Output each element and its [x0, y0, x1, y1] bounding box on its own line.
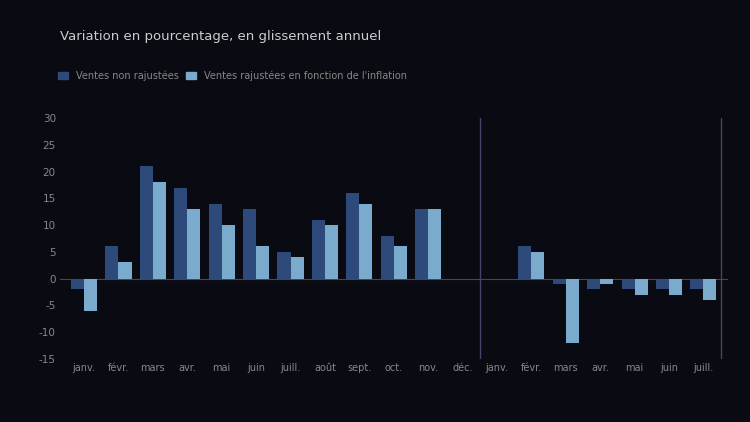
Bar — [704, 279, 716, 300]
Bar — [71, 279, 84, 289]
Bar — [325, 225, 338, 279]
Bar — [243, 209, 256, 279]
Bar — [553, 279, 566, 284]
Bar — [140, 166, 153, 279]
Bar — [256, 246, 269, 279]
Bar — [566, 279, 579, 343]
Bar — [428, 209, 441, 279]
Bar — [106, 246, 118, 279]
Bar — [415, 209, 428, 279]
Bar — [381, 236, 394, 279]
Bar — [153, 182, 166, 279]
Bar — [532, 252, 544, 279]
Legend: Ventes non rajustées, Ventes rajustées en fonction de l'inflation: Ventes non rajustées, Ventes rajustées e… — [58, 70, 406, 81]
Bar — [690, 279, 703, 289]
Text: Variation en pourcentage, en glissement annuel: Variation en pourcentage, en glissement … — [60, 30, 381, 43]
Bar — [656, 279, 669, 289]
Bar — [174, 188, 188, 279]
Bar — [634, 279, 648, 295]
Bar — [118, 262, 131, 279]
Bar — [518, 246, 532, 279]
Bar — [222, 225, 235, 279]
Bar — [312, 220, 325, 279]
Bar — [394, 246, 406, 279]
Bar — [346, 193, 359, 279]
Bar — [622, 279, 634, 289]
Bar — [290, 257, 304, 279]
Bar — [669, 279, 682, 295]
Bar — [587, 279, 600, 289]
Bar — [84, 279, 98, 311]
Bar — [278, 252, 290, 279]
Bar — [209, 204, 222, 279]
Bar — [359, 204, 373, 279]
Bar — [188, 209, 200, 279]
Bar — [600, 279, 613, 284]
